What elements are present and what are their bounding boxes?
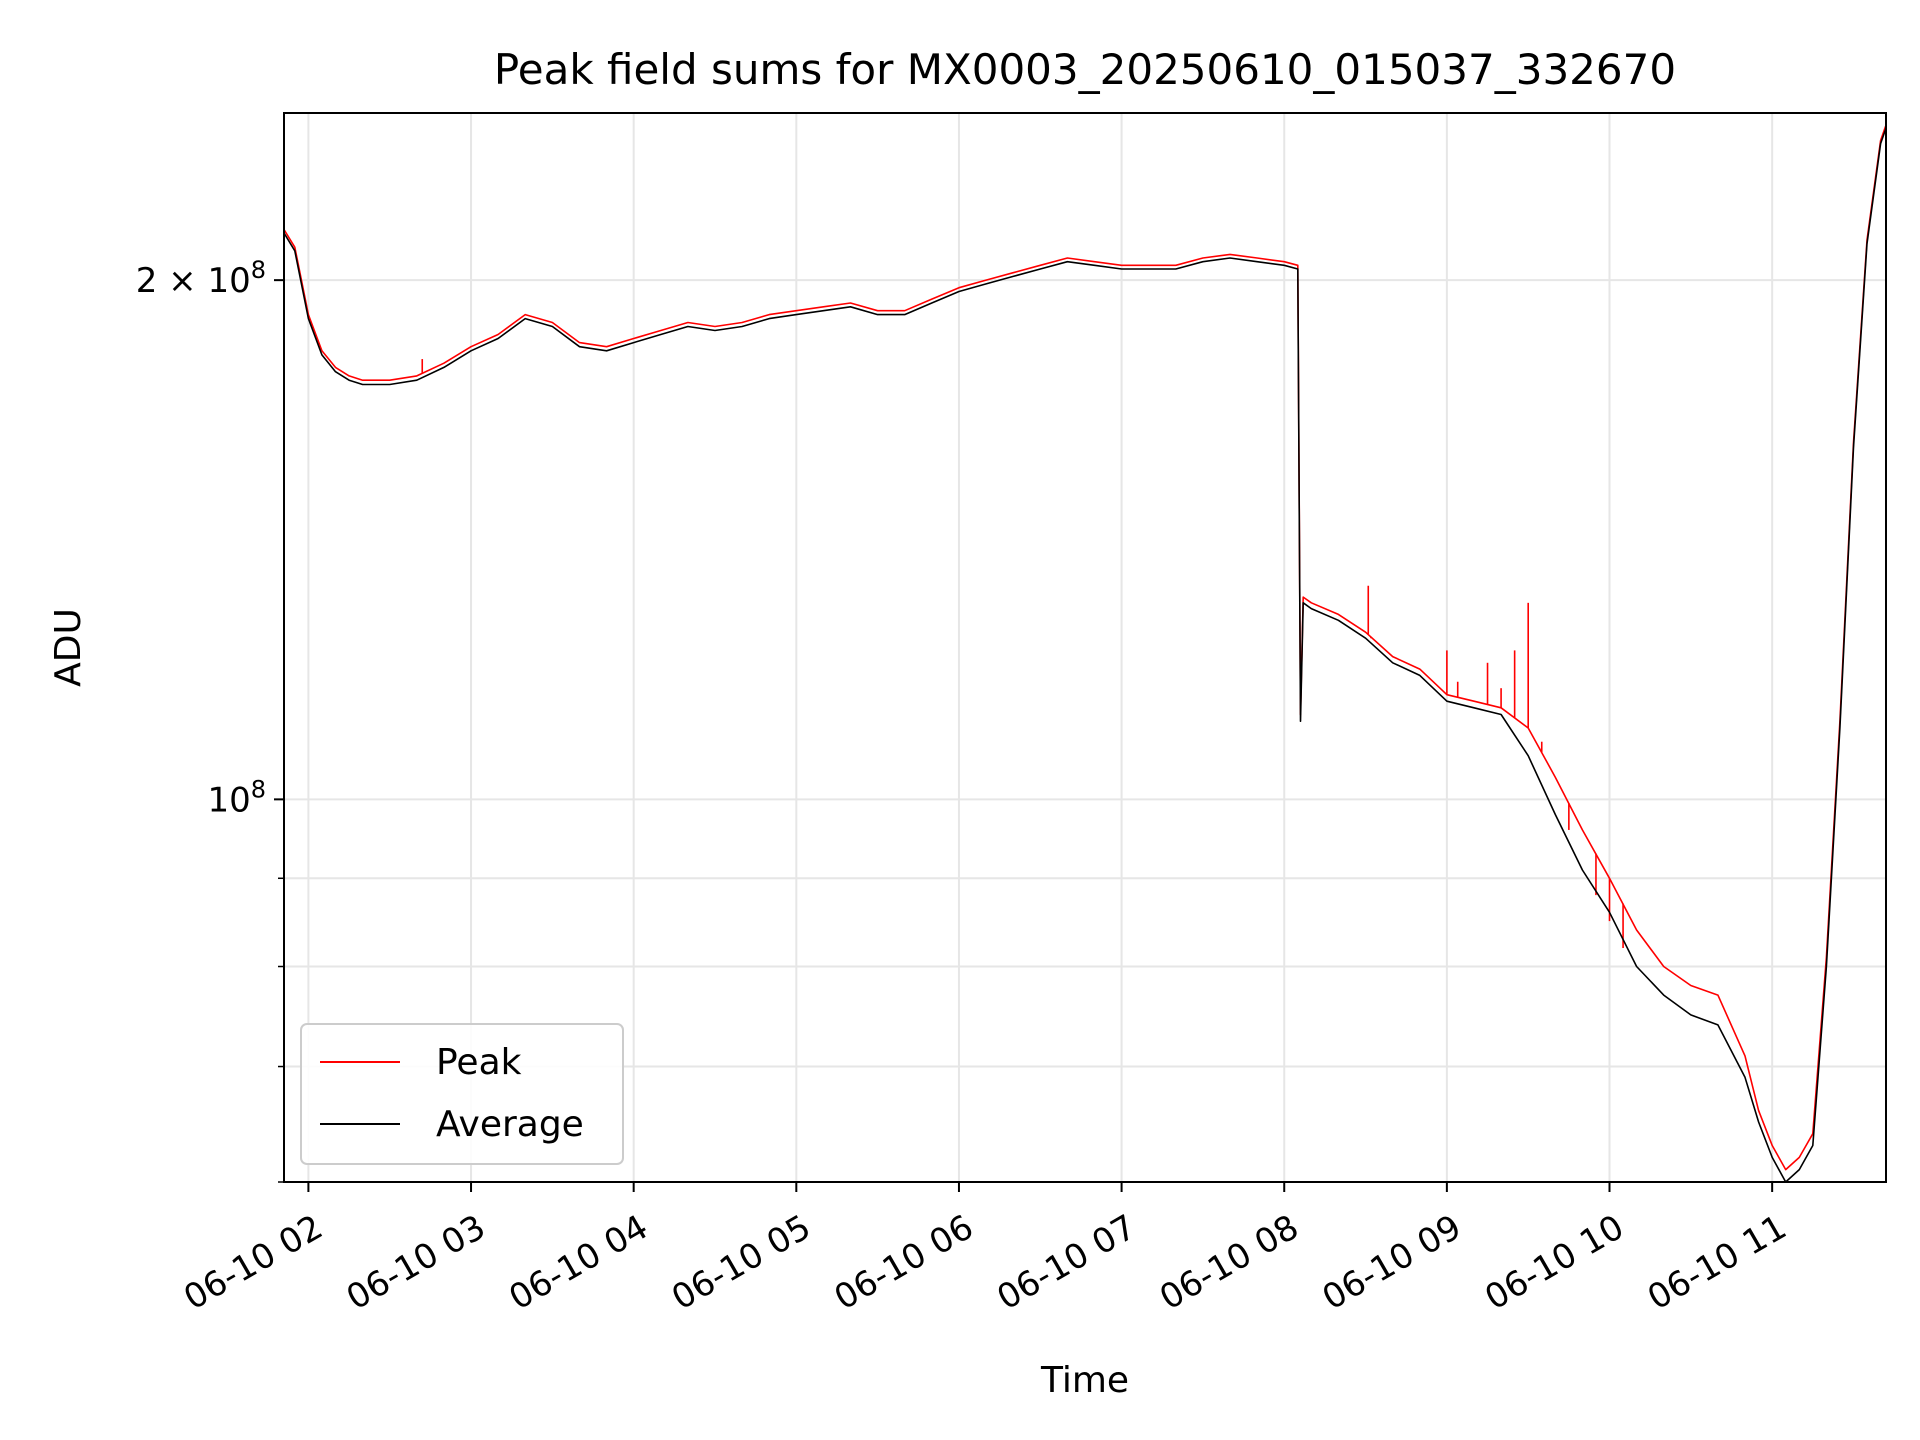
legend: Peak Average [300,1023,624,1165]
y-axis-label: ADU [48,608,89,687]
series-line-average [284,127,1886,1182]
y-tick-exponent: 8 [251,256,266,284]
x-axis-label: Time [1040,1360,1129,1401]
y-tick-base: 10 [207,780,250,820]
legend-label-peak: Peak [436,1042,522,1083]
series-line-peak [284,124,1886,1171]
chart-title: Peak field sums for MX0003_20250610_0150… [494,45,1676,94]
legend-label-average: Average [436,1104,584,1145]
y-tick-label: 2 × 108 [136,256,266,301]
y-tick-label: 108 [207,775,266,820]
y-tick-base: 2 × 10 [136,261,251,301]
series-layer [284,124,1886,1182]
legend-box [300,1023,624,1165]
plot-frame [283,112,1887,1183]
y-tick-exponent: 8 [251,775,266,803]
grid [284,113,1886,1183]
